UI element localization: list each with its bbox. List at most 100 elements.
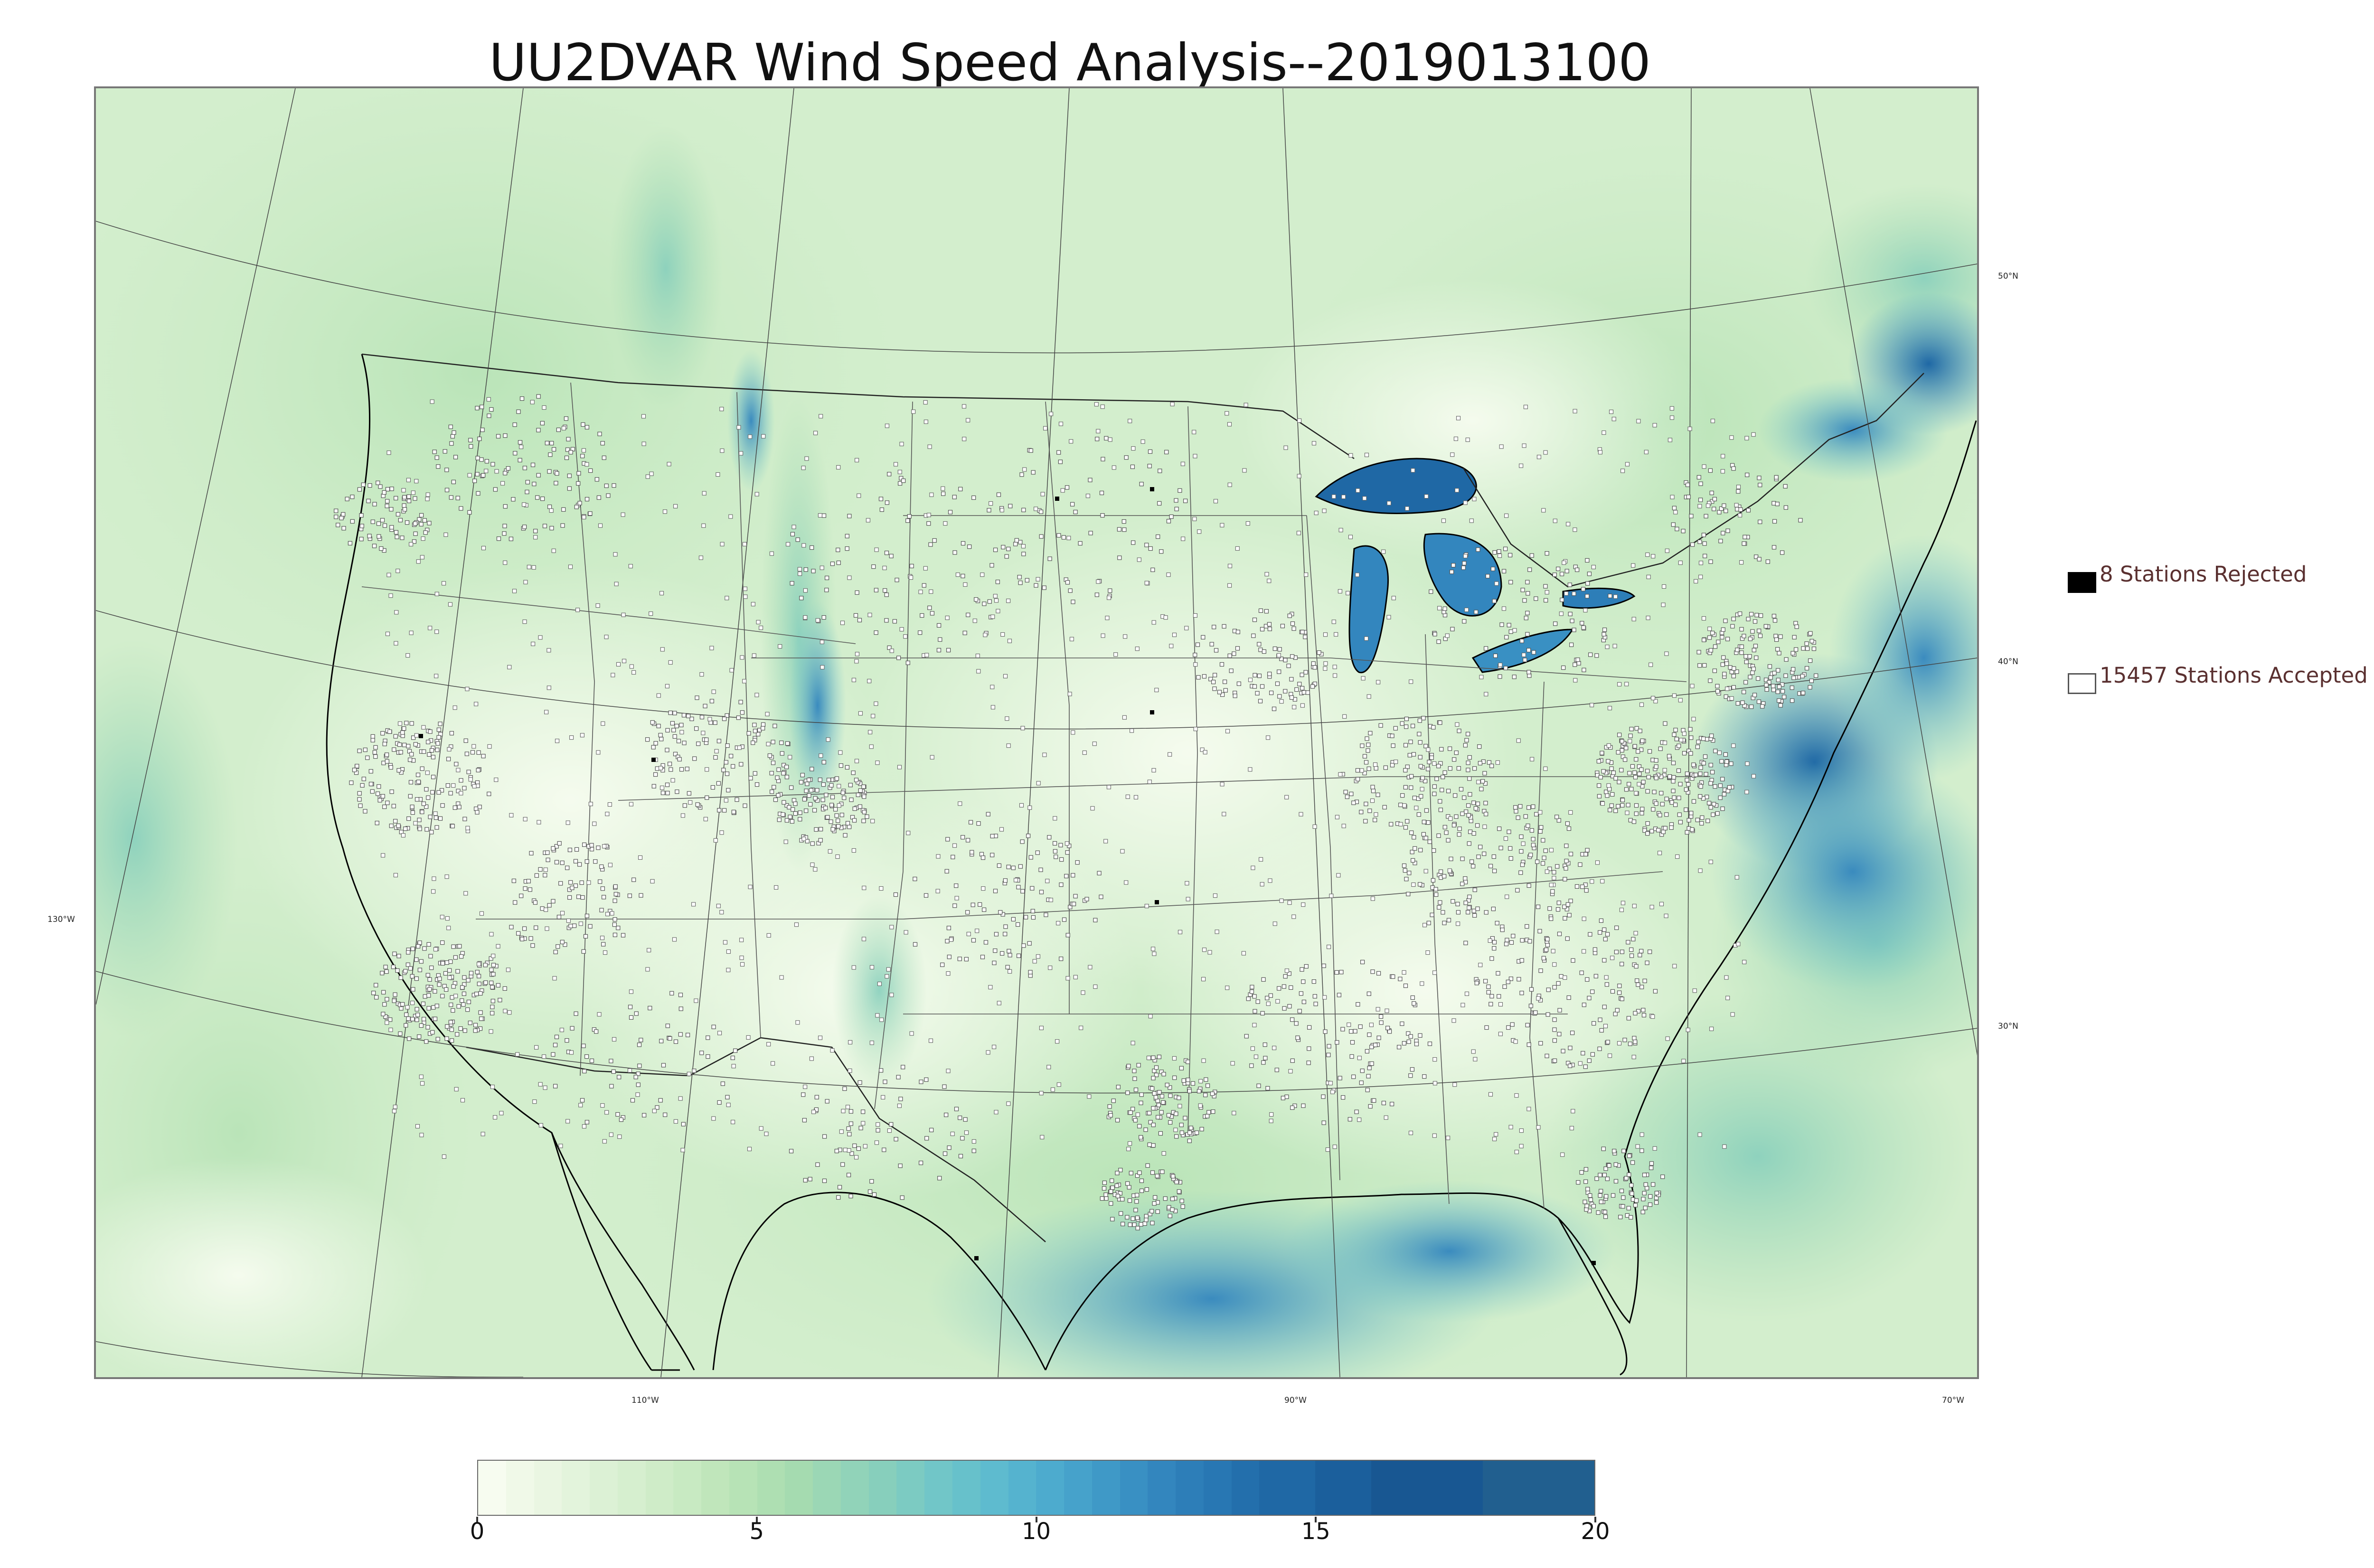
station-accepted-marker <box>742 542 747 546</box>
colorbar-segment <box>1315 1461 1371 1515</box>
station-accepted-marker <box>431 1005 436 1010</box>
station-accepted-marker <box>483 980 488 985</box>
station-accepted-marker <box>1358 1024 1363 1029</box>
station-accepted-marker <box>1632 903 1637 909</box>
station-accepted-marker <box>468 777 473 782</box>
station-accepted-marker <box>936 623 942 628</box>
station-accepted-marker <box>1620 901 1625 905</box>
station-accepted-marker <box>600 886 605 891</box>
station-accepted-marker <box>1498 1002 1503 1007</box>
station-accepted-marker <box>440 994 445 998</box>
station-accepted-marker <box>414 733 419 738</box>
colorbar-tick-mark <box>1594 1517 1596 1522</box>
colorbar-tick-label: 15 <box>1301 1518 1330 1545</box>
station-accepted-marker <box>851 677 856 682</box>
station-accepted-marker <box>1604 982 1609 987</box>
station-accepted-marker <box>909 563 914 569</box>
station-accepted-marker <box>630 1098 635 1103</box>
station-accepted-marker <box>1598 1193 1602 1198</box>
station-accepted-marker <box>452 705 457 710</box>
station-accepted-marker <box>899 476 904 480</box>
station-accepted-marker <box>588 924 593 929</box>
station-accepted-marker <box>1071 730 1075 735</box>
station-accepted-marker <box>1155 1174 1159 1178</box>
station-accepted-marker <box>1691 762 1696 767</box>
station-accepted-marker <box>613 884 618 889</box>
station-accepted-marker <box>998 910 1003 915</box>
station-accepted-marker <box>1696 650 1701 655</box>
station-accepted-marker <box>1338 1076 1342 1080</box>
station-accepted-marker <box>1117 555 1122 560</box>
station-accepted-marker <box>529 851 534 855</box>
station-accepted-marker <box>1467 905 1471 910</box>
station-accepted-marker <box>1620 469 1625 473</box>
station-accepted-marker <box>1400 721 1404 726</box>
station-accepted-marker <box>845 546 849 551</box>
station-accepted-marker <box>1040 1135 1045 1139</box>
station-accepted-marker <box>561 426 566 431</box>
station-accepted-marker <box>389 789 394 794</box>
station-accepted-marker <box>800 773 805 778</box>
station-accepted-marker <box>1698 868 1703 873</box>
station-accepted-marker <box>1277 694 1282 699</box>
station-accepted-marker <box>1512 628 1517 633</box>
station-accepted-marker <box>528 887 533 892</box>
station-accepted-marker <box>947 955 951 959</box>
station-accepted-marker <box>897 1103 902 1108</box>
station-accepted-marker <box>1322 508 1327 513</box>
station-accepted-marker <box>1058 843 1063 847</box>
station-accepted-marker <box>1391 743 1395 748</box>
station-accepted-marker <box>609 1059 613 1063</box>
station-accepted-marker <box>728 514 733 519</box>
station-accepted-marker <box>801 836 806 841</box>
station-accepted-marker <box>737 745 742 750</box>
station-accepted-marker <box>1370 896 1375 901</box>
station-accepted-marker <box>874 630 878 635</box>
station-accepted-marker <box>1265 1086 1270 1090</box>
station-accepted-marker <box>1006 546 1011 552</box>
station-accepted-marker <box>962 437 967 441</box>
station-accepted-marker <box>1671 779 1676 784</box>
station-accepted-marker <box>822 1178 827 1183</box>
station-accepted-marker <box>774 885 779 890</box>
station-accepted-marker <box>1071 873 1075 878</box>
high-wind-rockies <box>789 601 846 810</box>
station-accepted-marker <box>972 619 977 623</box>
station-accepted-marker <box>1213 893 1217 898</box>
station-accepted-marker <box>1094 402 1099 407</box>
station-accepted-marker <box>812 808 817 813</box>
station-accepted-marker <box>1386 501 1392 506</box>
station-accepted-marker <box>377 798 382 803</box>
station-accepted-marker <box>1042 585 1046 590</box>
station-accepted-marker <box>1108 588 1112 593</box>
station-accepted-marker <box>1641 1013 1647 1018</box>
station-accepted-marker <box>1311 979 1316 984</box>
station-accepted-marker <box>971 495 976 500</box>
station-accepted-marker <box>1765 559 1770 564</box>
station-accepted-marker <box>604 1110 609 1115</box>
station-accepted-marker <box>368 781 374 787</box>
station-accepted-marker <box>1724 508 1728 513</box>
colorbar-tick-mark <box>1035 1517 1037 1522</box>
station-accepted-marker <box>710 785 716 790</box>
station-accepted-marker <box>779 740 784 745</box>
station-accepted-marker <box>522 620 527 624</box>
station-accepted-marker <box>1466 910 1470 915</box>
station-accepted-marker <box>1132 1069 1137 1073</box>
station-accepted-marker <box>1404 716 1409 722</box>
station-accepted-marker <box>499 1111 504 1116</box>
station-accepted-marker <box>778 644 782 649</box>
colorbar-tick-label: 0 <box>470 1518 485 1545</box>
station-accepted-marker <box>526 879 531 883</box>
station-accepted-marker <box>885 423 889 428</box>
station-accepted-marker <box>357 797 362 802</box>
station-accepted-marker <box>1206 1083 1210 1088</box>
station-accepted-marker <box>1692 988 1697 993</box>
station-accepted-marker <box>1587 995 1592 1001</box>
station-accepted-marker <box>772 785 776 789</box>
station-accepted-marker <box>551 899 556 904</box>
station-accepted-marker <box>1126 1064 1131 1069</box>
station-accepted-marker <box>1049 412 1054 416</box>
station-accepted-marker <box>1576 1180 1581 1185</box>
station-accepted-marker <box>1122 527 1127 532</box>
